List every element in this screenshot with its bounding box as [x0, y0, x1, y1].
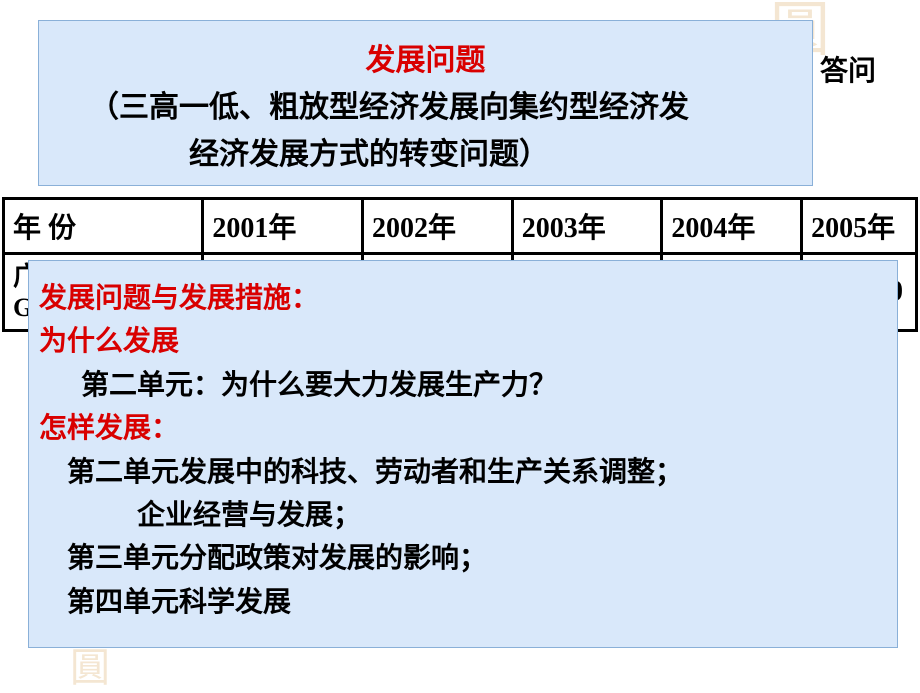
- table-header-cell: 2002年: [363, 199, 513, 254]
- bottom-line-7: 第三单元分配政策对发展的影响；: [39, 537, 887, 580]
- top-card-line1: （三高一低、粗放型经济发展向集约型经济发: [59, 85, 792, 132]
- table-header-cell: 2005年: [802, 199, 917, 254]
- top-card-line2: 经济发展方式的转变问题）: [59, 132, 792, 179]
- bottom-line-8: 第四单元科学发展: [39, 581, 887, 624]
- table-header-cell: 2003年: [512, 199, 662, 254]
- bottom-line-1: 发展问题与发展措施：: [39, 277, 887, 320]
- top-card-title: 发展问题: [59, 35, 792, 79]
- bottom-line-2: 为什么发展: [39, 320, 887, 363]
- bottom-card: 发展问题与发展措施： 为什么发展 第二单元：为什么要大力发展生产力？ 怎样发展：…: [28, 260, 898, 648]
- bottom-line-4: 怎样发展：: [39, 407, 887, 450]
- bottom-line-5: 第二单元发展中的科技、劳动者和生产关系调整；: [39, 451, 887, 494]
- bottom-line-3: 第二单元：为什么要大力发展生产力？: [39, 364, 887, 407]
- table-header-cell: 2001年: [203, 199, 363, 254]
- bottom-line-6: 企业经营与发展；: [39, 494, 887, 537]
- table-header-cell: 2004年: [662, 199, 802, 254]
- top-card: 发展问题 （三高一低、粗放型经济发展向集约型经济发 经济发展方式的转变问题）: [38, 20, 813, 186]
- right-side-label: 答问: [820, 49, 876, 89]
- table-header-row: 年 份 2001年 2002年 2003年 2004年 2005年: [4, 199, 917, 254]
- table-header-cell: 年 份: [4, 199, 203, 254]
